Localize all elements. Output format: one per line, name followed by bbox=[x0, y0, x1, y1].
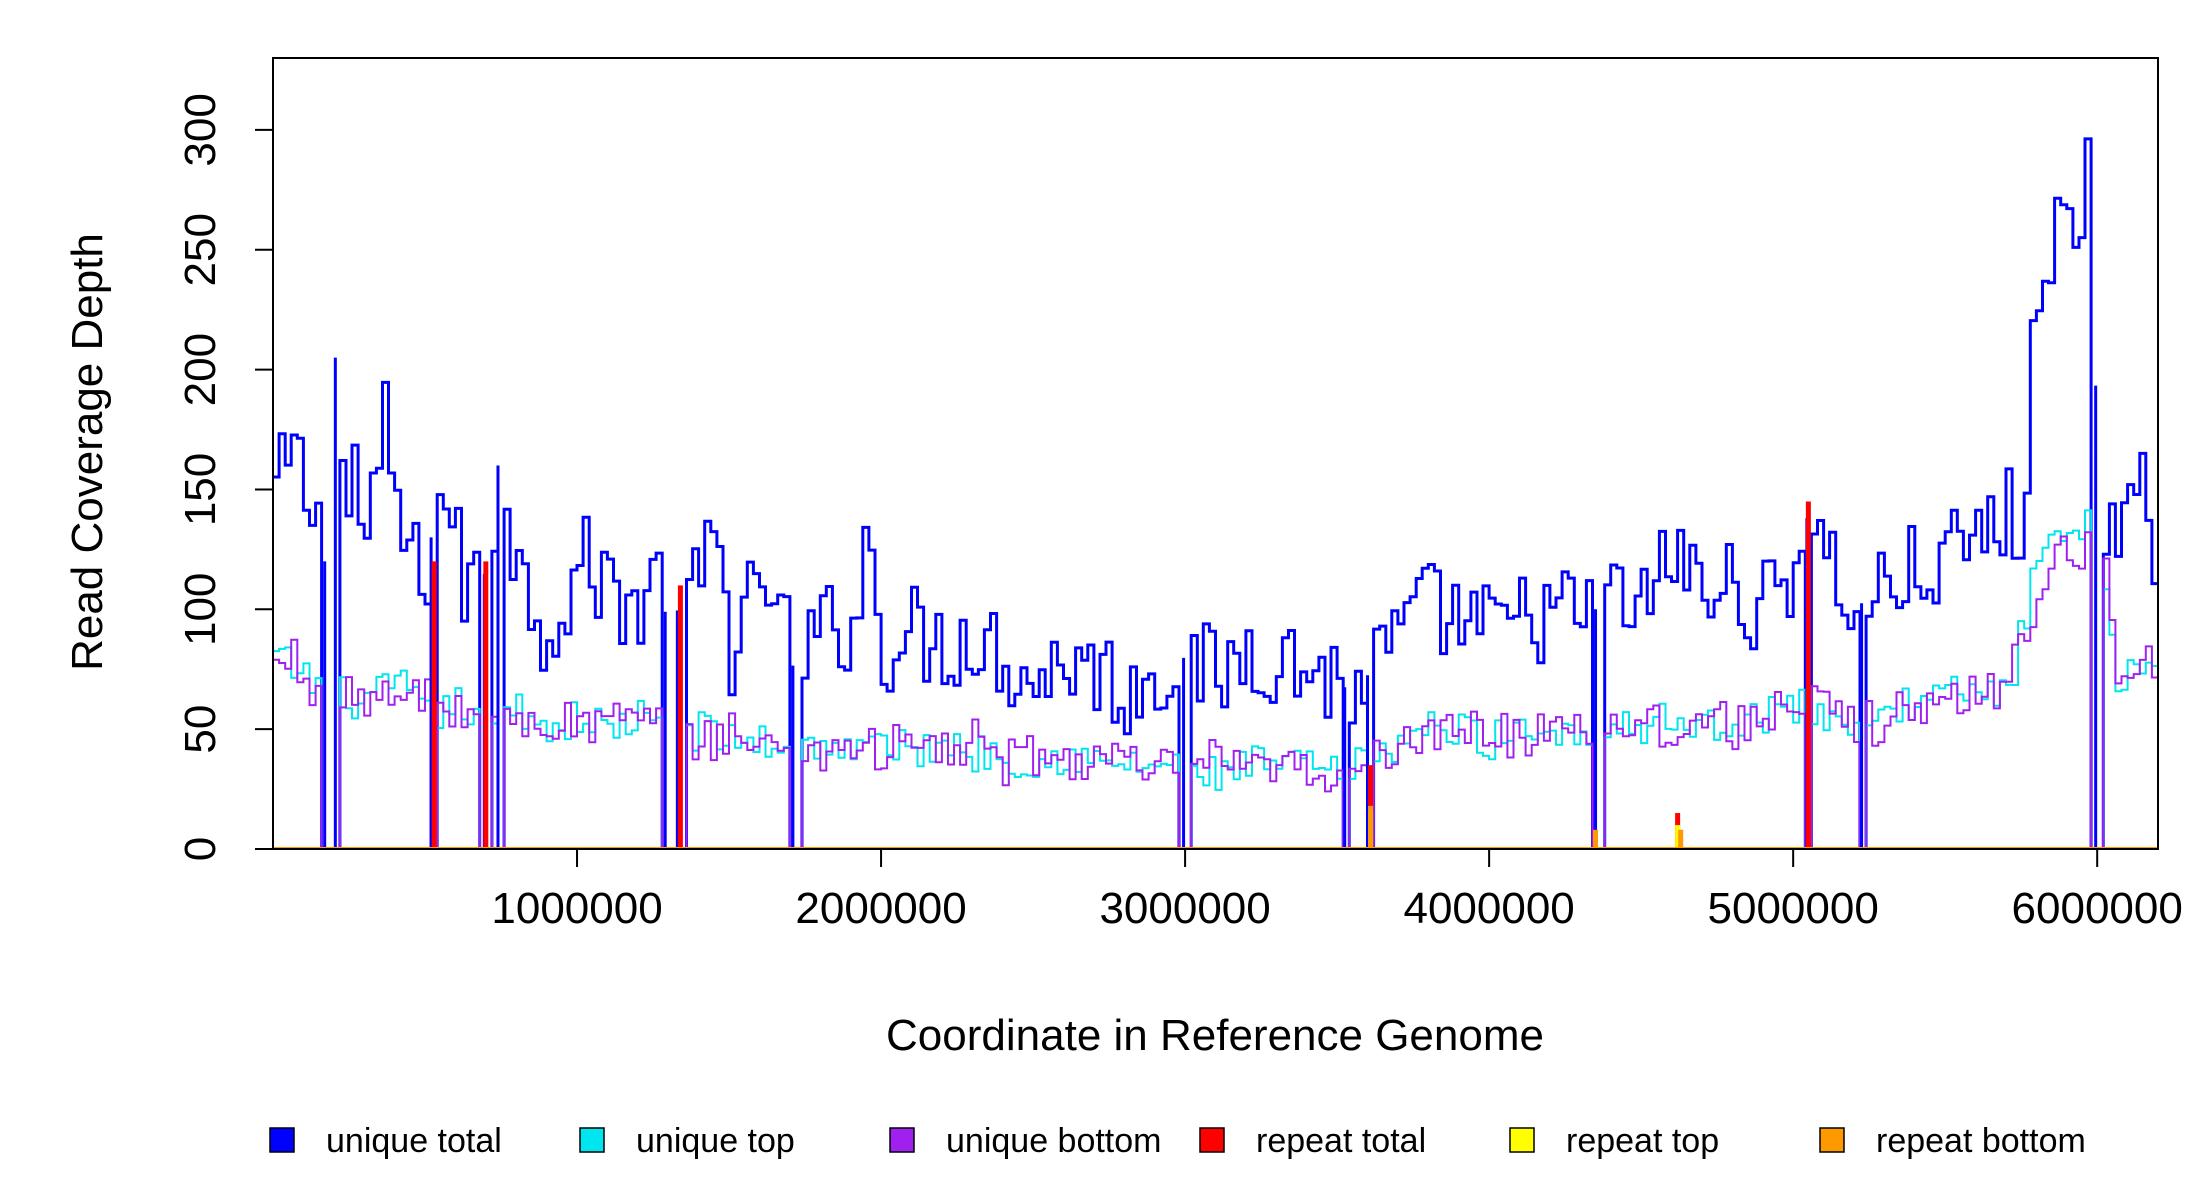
legend: unique total unique top unique bottom repea… bbox=[269, 1122, 2086, 1160]
legend-swatch bbox=[579, 1127, 605, 1153]
x-tick-label: 3000000 bbox=[1099, 884, 1270, 933]
legend-label: unique total bbox=[326, 1122, 502, 1160]
y-tick-label: 250 bbox=[176, 213, 225, 286]
x-axis-label: Coordinate in Reference Genome bbox=[886, 1011, 1544, 1060]
series-line-unique-bottom bbox=[273, 531, 2158, 849]
y-tick-label: 150 bbox=[176, 453, 225, 526]
x-tick-label: 6000000 bbox=[2012, 884, 2183, 933]
legend-swatch bbox=[889, 1127, 915, 1153]
legend-label: unique top bbox=[636, 1122, 795, 1160]
legend-item: unique total bbox=[269, 1122, 502, 1160]
legend-swatch bbox=[269, 1127, 295, 1153]
legend-label: repeat top bbox=[1566, 1122, 1719, 1160]
series-line-unique-top bbox=[273, 509, 2158, 849]
y-axis-label: Read Coverage Depth bbox=[63, 233, 112, 671]
x-tick-label: 2000000 bbox=[795, 884, 966, 933]
legend-label: repeat bottom bbox=[1876, 1122, 2086, 1160]
legend-item: repeat total bbox=[1199, 1122, 1426, 1160]
x-tick-label: 5000000 bbox=[1708, 884, 1879, 933]
axes: 1000000 2000000 3000000 4000000 5000000 60000… bbox=[176, 57, 2183, 933]
legend-swatch bbox=[1819, 1127, 1845, 1153]
plot-area bbox=[273, 137, 2158, 849]
x-tick-label: 1000000 bbox=[491, 884, 662, 933]
y-tick-label: 100 bbox=[176, 573, 225, 646]
legend-swatch bbox=[1199, 1127, 1225, 1153]
legend-item: unique bottom bbox=[889, 1122, 1162, 1160]
legend-item: repeat bottom bbox=[1819, 1122, 2086, 1160]
y-tick-label: 50 bbox=[176, 705, 225, 754]
y-tick-label: 300 bbox=[176, 93, 225, 166]
legend-label: repeat total bbox=[1256, 1122, 1426, 1160]
legend-item: repeat top bbox=[1509, 1122, 1719, 1160]
legend-label: unique bottom bbox=[946, 1122, 1162, 1160]
x-tick-label: 4000000 bbox=[1403, 884, 1574, 933]
series-line-unique-total bbox=[273, 137, 2158, 849]
plot-frame bbox=[272, 57, 2159, 850]
y-tick-label: 200 bbox=[176, 333, 225, 406]
y-tick-label: 0 bbox=[176, 837, 225, 861]
legend-item: unique top bbox=[579, 1122, 795, 1160]
legend-swatch bbox=[1509, 1127, 1535, 1153]
